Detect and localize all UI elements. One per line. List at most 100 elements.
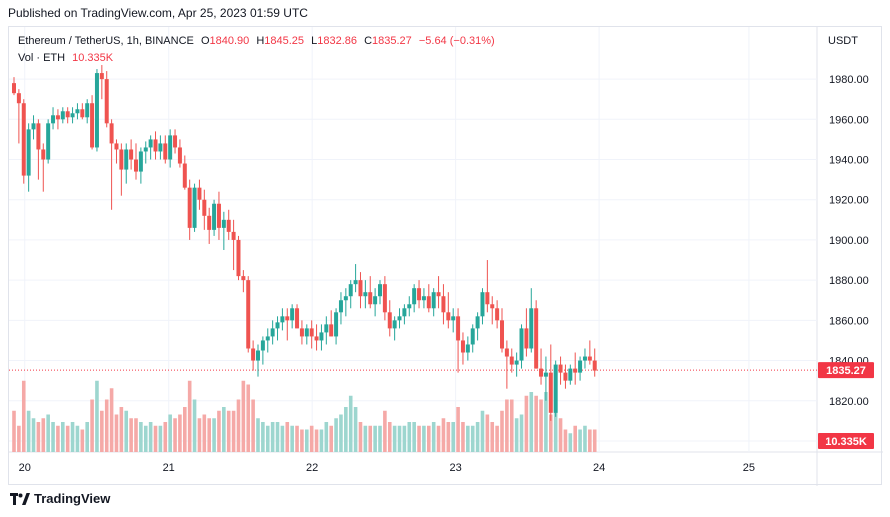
candle-body[interactable] <box>587 356 592 361</box>
candle-body[interactable] <box>353 280 358 285</box>
candle-body[interactable] <box>578 360 583 373</box>
candle-body[interactable] <box>36 123 41 150</box>
candle-body[interactable] <box>192 187 197 228</box>
candle-body[interactable] <box>260 340 265 351</box>
candle-body[interactable] <box>299 328 304 337</box>
candle-body[interactable] <box>55 115 60 120</box>
candle-body[interactable] <box>99 73 104 80</box>
candle-body[interactable] <box>70 113 75 118</box>
candle-body[interactable] <box>168 135 173 160</box>
candle-body[interactable] <box>153 139 158 152</box>
candle-body[interactable] <box>314 336 319 341</box>
candle-body[interactable] <box>368 292 373 305</box>
candle-body[interactable] <box>553 364 558 413</box>
candle-body[interactable] <box>431 292 436 309</box>
candle-body[interactable] <box>241 276 246 281</box>
candle-body[interactable] <box>319 332 324 341</box>
candle-body[interactable] <box>343 296 348 301</box>
candle-body[interactable] <box>275 322 280 329</box>
candle-body[interactable] <box>41 149 46 160</box>
candle-body[interactable] <box>85 103 90 118</box>
candle-body[interactable] <box>285 316 290 321</box>
candle-body[interactable] <box>412 288 417 305</box>
candle-body[interactable] <box>460 340 465 353</box>
candle-body[interactable] <box>46 123 51 160</box>
candle-body[interactable] <box>378 284 382 297</box>
candle-body[interactable] <box>158 143 163 152</box>
candle-body[interactable] <box>65 111 70 118</box>
candle-body[interactable] <box>256 350 260 361</box>
candle-body[interactable] <box>295 308 300 329</box>
candle-body[interactable] <box>426 296 431 309</box>
candle-body[interactable] <box>187 187 192 228</box>
candle-body[interactable] <box>558 364 563 373</box>
candle-body[interactable] <box>334 312 339 337</box>
candle-body[interactable] <box>212 203 217 230</box>
candle-body[interactable] <box>534 308 539 369</box>
candle-body[interactable] <box>90 103 95 148</box>
candle-body[interactable] <box>75 109 80 114</box>
last-price-tag[interactable] <box>818 362 874 379</box>
candle-body[interactable] <box>402 308 407 317</box>
candle-body[interactable] <box>12 83 16 94</box>
candle-body[interactable] <box>495 308 500 321</box>
candle-body[interactable] <box>207 215 212 230</box>
candle-body[interactable] <box>358 280 363 297</box>
candle-body[interactable] <box>524 328 529 349</box>
candle-body[interactable] <box>280 316 285 323</box>
candle-body[interactable] <box>80 109 85 118</box>
candle-body[interactable] <box>582 356 587 361</box>
candle-body[interactable] <box>465 344 470 353</box>
candle-body[interactable] <box>348 284 353 297</box>
candle-body[interactable] <box>304 328 309 337</box>
candle-body[interactable] <box>470 328 475 345</box>
candle-body[interactable] <box>397 316 402 321</box>
candle-body[interactable] <box>514 360 519 365</box>
candle-body[interactable] <box>324 324 329 333</box>
candle-body[interactable] <box>441 296 446 313</box>
candle-body[interactable] <box>51 115 56 124</box>
candle-body[interactable] <box>246 280 251 349</box>
candle-body[interactable] <box>446 312 451 321</box>
candle-body[interactable] <box>500 320 504 349</box>
candle-body[interactable] <box>104 79 109 124</box>
candle-body[interactable] <box>573 368 578 373</box>
candle-body[interactable] <box>26 129 31 176</box>
candle-body[interactable] <box>475 316 480 329</box>
candle-body[interactable] <box>16 93 21 104</box>
candle-body[interactable] <box>221 219 226 228</box>
candle-body[interactable] <box>31 123 36 130</box>
candle-body[interactable] <box>177 147 182 164</box>
candle-body[interactable] <box>417 288 422 301</box>
candle-body[interactable] <box>309 328 314 337</box>
candle-body[interactable] <box>94 73 99 148</box>
candle-body[interactable] <box>456 316 461 341</box>
candle-body[interactable] <box>216 203 221 228</box>
candle-body[interactable] <box>197 187 202 200</box>
candle-body[interactable] <box>60 111 65 120</box>
candle-body[interactable] <box>407 304 412 309</box>
candle-body[interactable] <box>290 308 295 321</box>
candle-body[interactable] <box>504 348 509 357</box>
candle-body[interactable] <box>143 147 148 152</box>
candle-body[interactable] <box>363 292 368 297</box>
candle-body[interactable] <box>568 368 573 381</box>
tradingview-branding[interactable]: TradingView <box>10 491 110 506</box>
last-volume-tag[interactable] <box>818 433 874 449</box>
candle-body[interactable] <box>392 320 397 329</box>
candle-body[interactable] <box>529 308 534 349</box>
candle-body[interactable] <box>148 139 153 148</box>
candle-body[interactable] <box>509 356 514 365</box>
candle-body[interactable] <box>265 336 270 341</box>
candle-body[interactable] <box>163 143 168 160</box>
candle-body[interactable] <box>231 231 236 240</box>
candle-body[interactable] <box>329 324 334 337</box>
candle-body[interactable] <box>373 296 378 305</box>
candle-body[interactable] <box>114 143 119 150</box>
candle-body[interactable] <box>543 372 548 377</box>
candle-body[interactable] <box>173 135 178 148</box>
candle-body[interactable] <box>548 372 553 413</box>
candle-body[interactable] <box>129 149 134 160</box>
